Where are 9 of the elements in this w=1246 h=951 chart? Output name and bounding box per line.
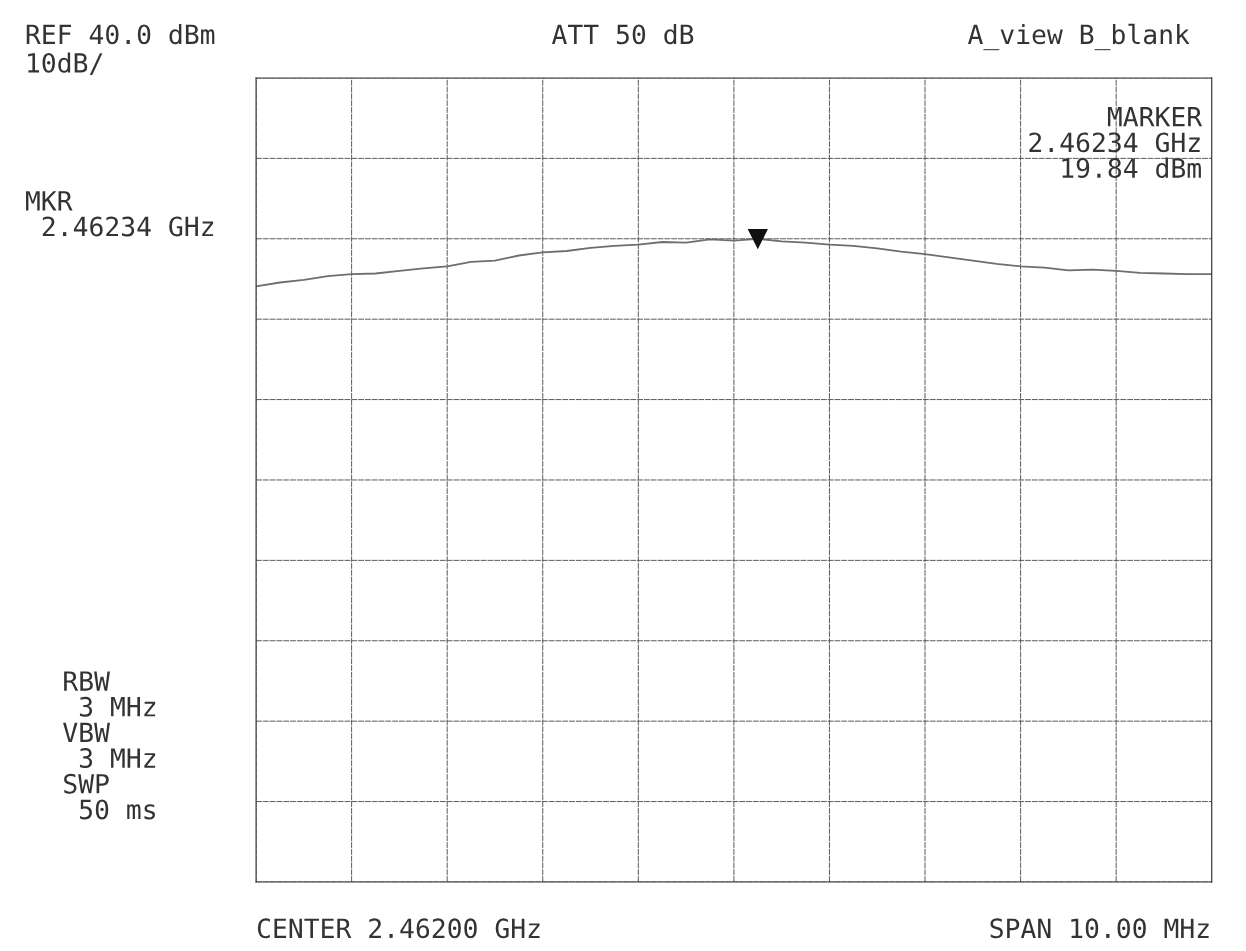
text: SPAN 10.00 MHz <box>990 918 1209 939</box>
text: 10dB/ <box>28 52 103 75</box>
text: MKR 2.46234 GHz <box>26 191 214 237</box>
text: RBW 3 MHz VBW 3 MHz SWP 50 ms <box>63 671 156 820</box>
text: REF 40.0 dBm <box>26 23 215 45</box>
text: A_view B_blank <box>967 23 1190 51</box>
chart-title: ATT 50 dB <box>551 23 694 45</box>
text: MARKER 2.46234 GHz 19.84 dBm <box>1029 107 1203 179</box>
text: CENTER 2.46200 GHz <box>257 918 540 939</box>
